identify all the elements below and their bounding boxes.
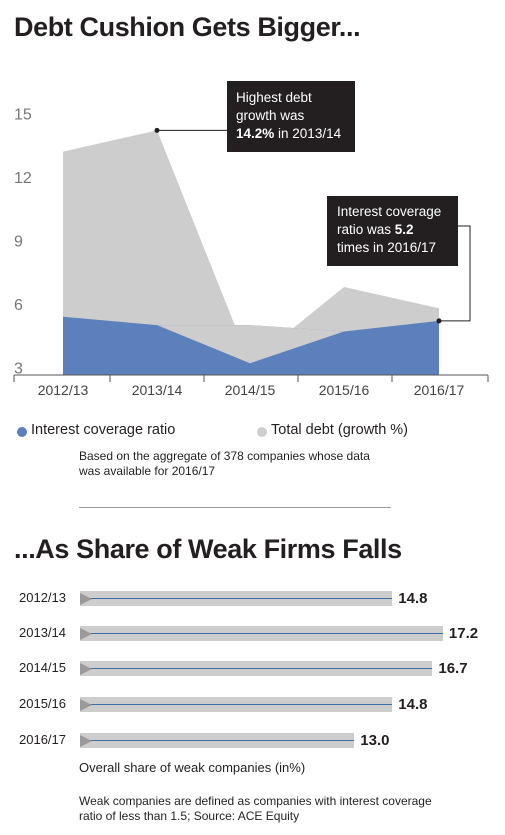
y-tick-label: 15 xyxy=(14,106,32,123)
legend-swatch-debt xyxy=(257,427,267,437)
bar-center-line xyxy=(80,633,443,634)
bar-arrow-icon xyxy=(80,735,92,747)
callout-coverage-line3: times in 2016/17 xyxy=(337,240,437,255)
bar-value-label: 14.8 xyxy=(398,590,428,607)
weak-definition-note: Weak companies are defined as companies … xyxy=(79,794,489,824)
weak-note-line1: Weak companies are defined as companies … xyxy=(79,794,432,808)
bar-center-line xyxy=(80,704,393,705)
y-tick-label: 12 xyxy=(14,170,32,187)
area-chart: 15 12 9 6 3 2012/13 2013/14 2014/15 2015/16 2016/… xyxy=(13,106,489,398)
debt-growth-callout: Highest debt growth was 14.2% in 2013/14 xyxy=(227,81,355,152)
callout-debt-suffix: in 2013/14 xyxy=(274,126,342,141)
series-total-debt-dip xyxy=(157,325,344,364)
bar-center-line xyxy=(80,598,393,599)
bar-value-label: 17.2 xyxy=(448,625,479,642)
legend-label-coverage: Interest coverage ratio xyxy=(31,422,176,438)
chart-title-weak-firms: ...As Share of Weak Firms Falls xyxy=(14,534,402,564)
callout-coverage-line2: ratio was xyxy=(337,222,395,237)
bar-chart-caption: Overall share of weak companies (in%) xyxy=(79,760,306,775)
bar-value-label: 16.7 xyxy=(438,660,468,677)
aggregate-note-line1: Based on the aggregate of 378 companies … xyxy=(79,449,370,463)
callout-debt-value: 14.2% xyxy=(236,126,275,141)
coverage-ratio-callout: Interest coverage ratio was 5.2 times in… xyxy=(327,196,458,266)
x-tick-label: 2016/17 xyxy=(414,382,465,398)
bar-arrow-icon xyxy=(80,699,92,711)
series-total-debt-area xyxy=(63,130,439,375)
bar-value-label: 14.8 xyxy=(398,696,428,713)
coverage-end-marker xyxy=(436,318,442,324)
y-tick-label: 3 xyxy=(14,361,23,378)
legend-label-debt: Total debt (growth %) xyxy=(271,422,409,438)
callout-coverage-line1: Interest coverage xyxy=(337,204,442,219)
x-tick-label: 2014/15 xyxy=(225,382,276,398)
x-tick-label: 2012/13 xyxy=(38,382,89,398)
chart-title-debt-cushion: Debt Cushion Gets Bigger... xyxy=(14,12,361,42)
section-divider xyxy=(79,507,391,508)
coverage-callout-leader xyxy=(439,225,471,322)
callout-debt-line2: growth was xyxy=(236,108,305,123)
bar-value-label: 13.0 xyxy=(360,732,390,749)
bar-arrow-icon xyxy=(80,593,92,605)
aggregate-note: Based on the aggregate of 378 companies … xyxy=(79,449,409,479)
y-tick-label: 6 xyxy=(14,297,23,314)
bar-center-line xyxy=(80,740,355,741)
callout-debt-line1: Highest debt xyxy=(236,90,312,105)
x-tick-label: 2015/16 xyxy=(319,382,370,398)
bar-arrow-icon xyxy=(80,663,92,675)
y-tick-label: 9 xyxy=(14,233,23,250)
weak-note-line2: ratio of less than 1.5; Source: ACE Equi… xyxy=(79,809,300,823)
aggregate-note-line2: was available for 2016/17 xyxy=(79,464,216,478)
bar-category-label: 2015/16 xyxy=(19,696,66,711)
bar-category-label: 2014/15 xyxy=(19,660,66,675)
legend-swatch-coverage xyxy=(17,427,27,437)
debt-peak-marker xyxy=(154,127,160,133)
bar-category-label: 2016/17 xyxy=(19,732,66,747)
bar-category-label: 2013/14 xyxy=(19,625,66,640)
bar-arrow-icon xyxy=(80,628,92,640)
x-tick-label: 2013/14 xyxy=(132,382,183,398)
callout-coverage-value: 5.2 xyxy=(394,222,414,237)
bar-center-line xyxy=(80,668,433,669)
bar-category-label: 2012/13 xyxy=(19,590,66,605)
